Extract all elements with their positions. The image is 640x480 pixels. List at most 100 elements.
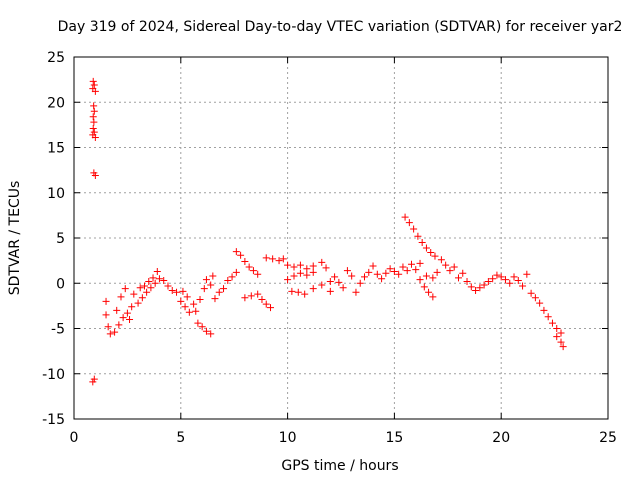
- data-point: [459, 269, 467, 277]
- data-point: [412, 266, 420, 274]
- data-point: [343, 267, 351, 275]
- data-point: [559, 343, 567, 351]
- data-point: [102, 297, 110, 305]
- data-point: [249, 267, 257, 275]
- data-point: [326, 287, 334, 295]
- data-point: [429, 274, 437, 282]
- data-point: [454, 274, 462, 282]
- data-point: [290, 263, 298, 271]
- data-point: [476, 284, 484, 292]
- data-point: [168, 286, 176, 294]
- data-point: [544, 313, 552, 321]
- data-point: [540, 306, 548, 314]
- data-point: [301, 290, 309, 298]
- data-point: [356, 279, 364, 287]
- data-point: [269, 255, 277, 263]
- y-tick-label: 0: [56, 276, 65, 292]
- data-point: [348, 272, 356, 280]
- data-point: [247, 292, 255, 300]
- x-tick-label: 20: [492, 430, 510, 446]
- data-point: [111, 328, 119, 336]
- data-point: [173, 288, 181, 296]
- data-point: [147, 284, 155, 292]
- data-point: [232, 248, 240, 256]
- data-point: [237, 251, 245, 259]
- data-point: [309, 268, 317, 276]
- data-point: [403, 267, 411, 275]
- data-point: [115, 321, 123, 329]
- data-point: [531, 294, 539, 302]
- data-point: [89, 124, 97, 132]
- chart-title: Day 319 of 2024, Sidereal Day-to-day VTE…: [58, 19, 623, 35]
- data-point: [401, 213, 409, 221]
- data-point: [433, 268, 441, 276]
- data-point: [294, 288, 302, 296]
- data-point: [117, 293, 125, 301]
- data-point: [284, 276, 292, 284]
- y-axis-label: SDTVAR / TECUs: [7, 181, 23, 296]
- data-point: [318, 281, 326, 289]
- data-point: [463, 277, 471, 285]
- x-tick-label: 0: [70, 430, 79, 446]
- data-point: [102, 311, 110, 319]
- data-point: [506, 279, 514, 287]
- data-point: [427, 248, 435, 256]
- y-tick-label: -15: [42, 412, 65, 428]
- data-point: [352, 288, 360, 296]
- data-point: [89, 378, 97, 386]
- data-point: [89, 113, 97, 121]
- data-point: [104, 323, 112, 331]
- data-point: [290, 272, 298, 280]
- data-point: [140, 282, 148, 290]
- data-point: [369, 262, 377, 270]
- data-point: [151, 279, 159, 287]
- data-point: [405, 219, 413, 227]
- x-axis-label: GPS time / hours: [281, 458, 398, 474]
- axis-ticks: 0 5 10 15 20 25 -15 -10 -5 0 5 10 15 20 25: [42, 50, 617, 446]
- data-point: [160, 277, 168, 285]
- data-point: [241, 258, 249, 266]
- y-tick-label: 10: [47, 186, 65, 202]
- data-point: [365, 268, 373, 276]
- data-point: [326, 277, 334, 285]
- data-point: [288, 287, 296, 295]
- data-point: [228, 273, 236, 281]
- y-tick-label: -5: [51, 322, 65, 338]
- data-point: [198, 323, 206, 331]
- data-point: [267, 304, 275, 312]
- data-point: [138, 294, 146, 302]
- data-point: [143, 288, 151, 296]
- data-point: [450, 263, 458, 271]
- data-point: [194, 319, 202, 327]
- data-point: [557, 338, 565, 346]
- data-point: [90, 107, 98, 115]
- data-point: [113, 306, 121, 314]
- x-tick-label: 5: [176, 430, 185, 446]
- data-point: [360, 273, 368, 281]
- data-point: [339, 284, 347, 292]
- data-point: [119, 314, 127, 322]
- y-tick-label: 20: [47, 95, 65, 111]
- data-point: [296, 269, 304, 277]
- data-point: [185, 308, 193, 316]
- x-tick-label: 15: [385, 430, 403, 446]
- data-point: [258, 296, 266, 304]
- data-point: [407, 260, 415, 268]
- data-point: [220, 285, 228, 293]
- data-point: [489, 275, 497, 283]
- data-point: [437, 256, 445, 264]
- data-point: [254, 290, 262, 298]
- data-point: [200, 285, 208, 293]
- x-tick-label: 25: [599, 430, 617, 446]
- data-point: [279, 255, 287, 263]
- data-point: [128, 303, 136, 311]
- data-point: [399, 263, 407, 271]
- data-point: [190, 300, 198, 308]
- data-point: [335, 278, 343, 286]
- data-point: [548, 319, 556, 327]
- data-point: [422, 244, 430, 252]
- data-point: [497, 273, 505, 281]
- data-point: [106, 330, 114, 338]
